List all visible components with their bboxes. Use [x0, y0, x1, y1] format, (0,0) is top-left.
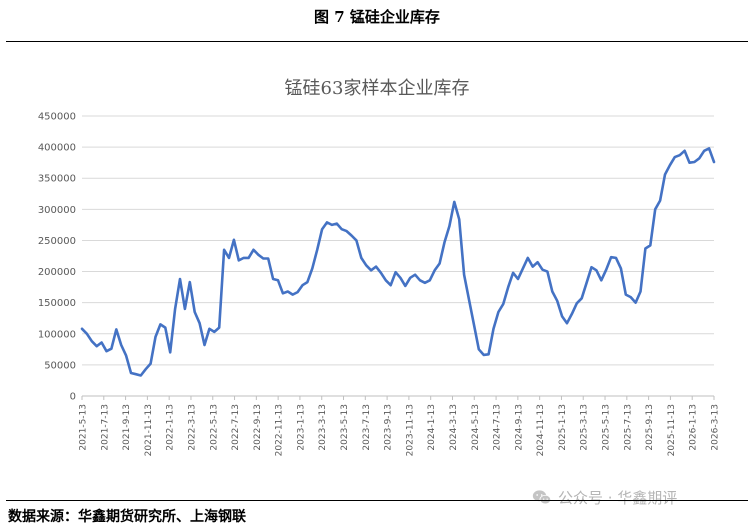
y-tick-label: 0: [70, 392, 76, 403]
x-tick-label: 2025-1-13: [558, 404, 568, 451]
x-tick-label: 2023-3-13: [318, 404, 328, 451]
x-tick-label: 2024-1-13: [427, 404, 437, 451]
y-tick-label: 200000: [38, 267, 76, 278]
y-tick-label: 400000: [38, 143, 76, 154]
x-tick-label: 2023-11-13: [405, 404, 415, 456]
x-tick-label: 2021-9-13: [122, 404, 132, 451]
watermark-text: 公众号 · 华鑫期评: [558, 489, 678, 507]
y-tick-label: 50000: [44, 360, 76, 371]
x-tick-label: 2025-7-13: [623, 404, 633, 451]
x-tick-label: 2022-3-13: [187, 404, 197, 451]
inventory-line-chart: 锰硅63家样本企业库存 0 50000 100000 150000 200000 25000…: [38, 78, 721, 456]
x-tick-label: 2022-11-13: [275, 404, 285, 456]
wechat-icon: [532, 490, 552, 505]
watermark: 公众号 · 华鑫期评: [532, 487, 677, 508]
y-tick-label: 350000: [38, 174, 76, 185]
x-tick-label: 2022-5-13: [209, 404, 219, 451]
x-tick-label: 2026-1-13: [689, 404, 699, 451]
y-tick-label: 100000: [38, 329, 76, 340]
x-tick-label: 2024-3-13: [449, 404, 459, 451]
x-tick-label: 2022-9-13: [253, 404, 263, 451]
x-tick-label: 2024-11-13: [536, 404, 546, 456]
x-tick-label: 2024-9-13: [514, 404, 524, 451]
y-tick-label: 150000: [38, 298, 76, 309]
x-tick-label: 2024-5-13: [471, 404, 481, 451]
x-tick-label: 2021-11-13: [144, 404, 154, 456]
x-tick-label: 2025-5-13: [602, 404, 612, 451]
chart-title: 锰硅63家样本企业库存: [285, 78, 470, 99]
x-tick-label: 2025-9-13: [645, 404, 655, 451]
x-tick-label: 2025-11-13: [667, 404, 677, 456]
x-tick-label: 2025-3-13: [580, 404, 590, 451]
x-tick-label: 2022-1-13: [166, 404, 176, 451]
x-tick-label: 2026-3-13: [711, 404, 721, 451]
x-tick-label: 2021-5-13: [79, 404, 89, 451]
x-tick-label: 2021-7-13: [100, 404, 110, 451]
x-tick-label: 2023-7-13: [362, 404, 372, 451]
x-tick-label: 2024-7-13: [493, 404, 503, 451]
x-tick-label: 2022-7-13: [231, 404, 241, 451]
y-tick-label: 250000: [38, 236, 76, 247]
y-tick-label: 300000: [38, 205, 76, 216]
x-tick-label: 2023-5-13: [340, 404, 350, 451]
series-line: [80, 147, 716, 377]
x-tick-label: 2023-1-13: [296, 404, 306, 451]
x-tick-label: 2023-9-13: [384, 404, 394, 451]
y-tick-label: 450000: [38, 112, 76, 123]
top-rule: [6, 41, 748, 42]
data-source: 数据来源：华鑫期货研究所、上海钢联: [8, 509, 246, 525]
figure-title: 图 7 锰硅企业库存: [314, 8, 440, 26]
bottom-rule: [6, 500, 748, 501]
